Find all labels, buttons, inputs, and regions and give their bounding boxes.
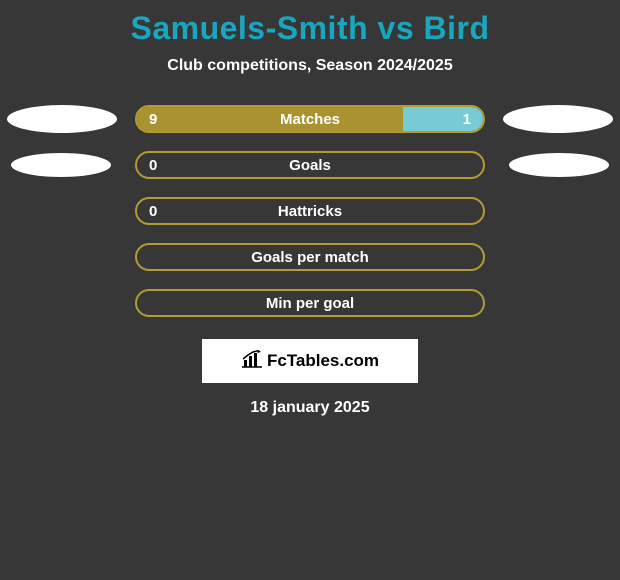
stat-bar: Min per goal [135,289,485,317]
comparison-row: Hattricks0 [0,197,620,225]
stat-bar: Matches9 1 [135,105,485,133]
stat-value-right: 1 [463,107,471,131]
player-right-oval [503,105,613,133]
stat-bar: Hattricks0 [135,197,485,225]
stat-value-left: 0 [149,153,157,177]
player-right-oval [509,153,609,177]
page-subtitle: Club competitions, Season 2024/2025 [167,57,452,75]
comparison-row: Matches9 1 [0,105,620,133]
date-label: 18 january 2025 [250,399,369,417]
stat-label: Min per goal [137,291,483,315]
comparison-row: Goals per match [0,243,620,271]
left-oval-slot [7,105,135,133]
logo-inner: FcTables.com [241,350,379,373]
stat-label: Matches [137,107,483,131]
page-title: Samuels-Smith vs Bird [130,10,489,47]
page-root: Samuels-Smith vs Bird Club competitions,… [0,0,620,580]
player-left-oval [7,105,117,133]
stat-bar: Goals0 [135,151,485,179]
logo-text: FcTables.com [267,351,379,371]
stat-label: Goals per match [137,245,483,269]
logo-box: FcTables.com [202,339,418,383]
stat-label: Hattricks [137,199,483,223]
comparison-row: Goals0 [0,151,620,179]
stat-bar: Goals per match [135,243,485,271]
right-oval-slot [485,105,613,133]
comparison-rows: Matches91Goals0Hattricks0Goals per match… [0,105,620,317]
player-left-oval [11,153,111,177]
stat-value-left: 9 [149,107,157,131]
left-oval-slot [7,153,135,177]
right-oval-slot [485,153,613,177]
chart-bars-icon [241,350,263,373]
comparison-row: Min per goal [0,289,620,317]
stat-label: Goals [137,153,483,177]
stat-value-left: 0 [149,199,157,223]
